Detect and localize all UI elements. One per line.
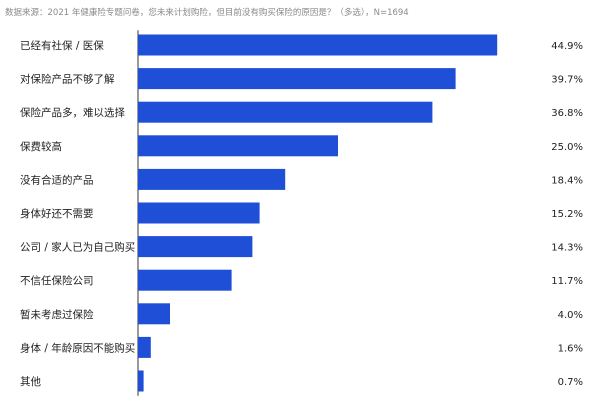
category-label: 保险产品多，难以选择 (20, 106, 125, 119)
value-label: 4.0% (558, 310, 583, 321)
value-label: 15.2% (551, 209, 583, 220)
bar (138, 336, 151, 358)
category-label: 已经有社保 / 医保 (20, 39, 104, 52)
category-label: 身体 / 年龄原因不能购买 (20, 341, 135, 354)
category-label: 暂未考虑过保险 (20, 308, 94, 321)
category-label: 保费较高 (20, 140, 62, 153)
bar (138, 68, 456, 90)
value-label: 11.7% (551, 276, 583, 287)
bar (138, 370, 144, 392)
category-label: 公司 / 家人已为自己购买 (20, 241, 135, 254)
value-label: 14.3% (551, 243, 583, 254)
value-label: 1.6% (558, 343, 583, 354)
bar (138, 202, 260, 224)
value-label: 36.8% (551, 108, 583, 119)
bar (138, 303, 170, 325)
value-label: 0.7% (558, 377, 583, 388)
source-note: 数据来源：2021 年健康险专题问卷，您未来计划购险，但目前没有购买保险的原因是… (5, 8, 409, 18)
category-label: 对保险产品不够了解 (20, 73, 115, 86)
value-label: 39.7% (551, 75, 583, 86)
bar (138, 34, 498, 56)
category-label: 不信任保险公司 (20, 274, 94, 287)
value-label: 25.0% (551, 142, 583, 153)
bar (138, 269, 232, 291)
bar (138, 168, 286, 190)
bar (138, 101, 433, 123)
value-label: 18.4% (551, 175, 583, 186)
category-label: 没有合适的产品 (20, 173, 94, 186)
bar (138, 236, 253, 258)
bar (138, 135, 338, 157)
value-label: 44.9% (551, 41, 583, 52)
category-label: 其他 (20, 375, 41, 388)
category-label: 身体好还不需要 (20, 207, 94, 220)
